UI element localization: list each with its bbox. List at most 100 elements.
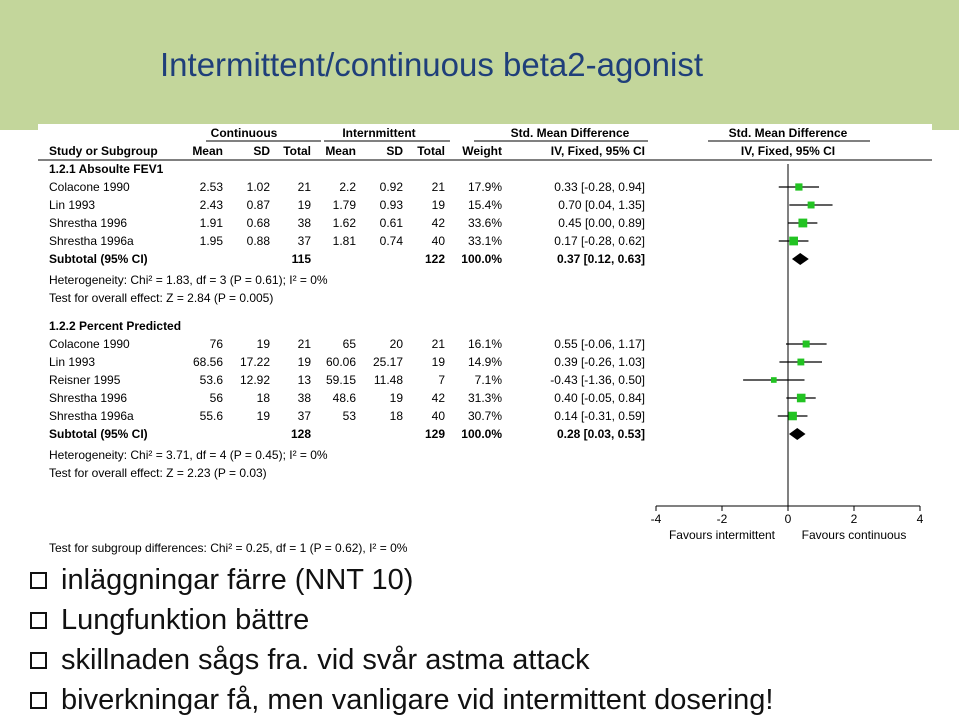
cell-sd-intermittent: 25.17 <box>373 355 403 369</box>
cell-weight: 14.9% <box>468 355 502 369</box>
header-intermittent: Internmittent <box>342 126 415 140</box>
col-sd-header: SD <box>386 144 403 158</box>
cell-mean-intermittent: 60.06 <box>326 355 356 369</box>
subtotal-weight: 100.0% <box>461 427 502 441</box>
cell-sd-intermittent: 0.92 <box>380 180 404 194</box>
study-name: Colacone 1990 <box>49 337 130 351</box>
col-mean-header: Mean <box>325 144 356 158</box>
cell-total-continuous: 37 <box>298 409 312 423</box>
cell-total-continuous: 38 <box>298 216 312 230</box>
study-estimate-marker <box>796 393 806 403</box>
subgroup-title: 1.2.2 Percent Predicted <box>49 319 181 333</box>
cell-mean-continuous: 68.56 <box>193 355 223 369</box>
bullet-text: inläggningar färre (NNT 10) <box>61 563 414 596</box>
bullet-text: biverkningar få, men vanligare vid inter… <box>61 683 774 716</box>
cell-ci: 0.17 [-0.28, 0.62] <box>554 234 645 248</box>
cell-mean-intermittent: 1.81 <box>333 234 357 248</box>
bullet-text: skillnaden sågs fra. vid svår astma atta… <box>61 643 590 676</box>
cell-sd-continuous: 0.88 <box>247 234 271 248</box>
col-mean-header: Mean <box>192 144 223 158</box>
cell-total-intermittent: 19 <box>432 198 446 212</box>
cell-mean-continuous: 76 <box>210 337 224 351</box>
cell-ci: 0.33 [-0.28, 0.94] <box>554 180 645 194</box>
forest-plot-svg: Continuous Internmittent Std. Mean Differe… <box>38 126 932 555</box>
x-tick-label: 2 <box>851 512 858 526</box>
subgroup-title: 1.2.1 Absoulte FEV1 <box>49 162 164 176</box>
cell-mean-continuous: 55.6 <box>200 409 224 423</box>
cell-mean-intermittent: 1.62 <box>333 216 357 230</box>
cell-ci: 0.45 [0.00, 0.89] <box>558 216 645 230</box>
cell-weight: 7.1% <box>475 373 503 387</box>
cell-ci: 0.14 [-0.31, 0.59] <box>554 409 645 423</box>
study-name: Shrestha 1996 <box>49 216 127 230</box>
cell-total-continuous: 38 <box>298 391 312 405</box>
favours-intermittent-label: Favours intermittent <box>669 528 776 542</box>
header-std-mean-difference-plot: Std. Mean Difference <box>729 126 848 140</box>
subtotal-total-continuous: 128 <box>291 427 311 441</box>
col-total-header: Total <box>283 144 311 158</box>
cell-mean-intermittent: 1.79 <box>333 198 357 212</box>
subtotal-diamond <box>791 253 809 265</box>
subtotal-total-intermittent: 122 <box>425 252 445 266</box>
study-estimate-marker <box>788 411 797 421</box>
cell-total-continuous: 13 <box>298 373 312 387</box>
cell-mean-intermittent: 2.2 <box>339 180 356 194</box>
col-study-header: Study or Subgroup <box>49 144 158 158</box>
cell-total-continuous: 21 <box>298 337 312 351</box>
cell-sd-intermittent: 20 <box>390 337 404 351</box>
cell-mean-intermittent: 65 <box>343 337 357 351</box>
study-estimate-marker <box>802 340 810 348</box>
study-estimate-marker <box>798 218 808 228</box>
cell-mean-intermittent: 53 <box>343 409 357 423</box>
cell-mean-continuous: 1.95 <box>200 234 224 248</box>
cell-sd-continuous: 17.22 <box>240 355 270 369</box>
cell-sd-intermittent: 0.74 <box>380 234 404 248</box>
cell-weight: 16.1% <box>468 337 502 351</box>
col-weight-header: Weight <box>462 144 502 158</box>
cell-weight: 33.1% <box>468 234 502 248</box>
heterogeneity-text: Heterogeneity: Chi² = 1.83, df = 3 (P = … <box>49 273 328 287</box>
heterogeneity-text: Heterogeneity: Chi² = 3.71, df = 4 (P = … <box>49 448 328 462</box>
study-estimate-marker <box>770 377 777 383</box>
cell-ci: 0.40 [-0.05, 0.84] <box>554 391 645 405</box>
bullet-item: biverkningar få, men vanligare vid inter… <box>30 680 950 720</box>
cell-weight: 17.9% <box>468 180 502 194</box>
cell-ci: 0.55 [-0.06, 1.17] <box>554 337 645 351</box>
cell-weight: 31.3% <box>468 391 502 405</box>
checkbox-bullet-icon <box>30 691 47 709</box>
subtotal-label: Subtotal (95% CI) <box>49 427 148 441</box>
cell-weight: 33.6% <box>468 216 502 230</box>
cell-total-continuous: 21 <box>298 180 312 194</box>
bullet-list: inläggningar färre (NNT 10) Lungfunktion… <box>30 560 950 720</box>
study-name: Reisner 1995 <box>49 373 121 387</box>
subtotal-weight: 100.0% <box>461 252 502 266</box>
checkbox-bullet-icon <box>30 651 47 669</box>
cell-ci: -0.43 [-1.36, 0.50] <box>550 373 645 387</box>
cell-sd-intermittent: 18 <box>390 409 404 423</box>
subtotal-label: Subtotal (95% CI) <box>49 252 148 266</box>
cell-weight: 30.7% <box>468 409 502 423</box>
cell-sd-continuous: 19 <box>257 409 271 423</box>
overall-effect-text: Test for overall effect: Z = 2.23 (P = 0… <box>49 466 267 480</box>
cell-total-continuous: 19 <box>298 198 312 212</box>
forest-plot: Continuous Internmittent Std. Mean Differe… <box>38 124 932 556</box>
study-name: Shrestha 1996a <box>49 409 134 423</box>
subtotal-total-intermittent: 129 <box>425 427 445 441</box>
cell-total-intermittent: 40 <box>432 409 446 423</box>
cell-total-intermittent: 42 <box>432 216 446 230</box>
slide-title: Intermittent/continuous beta2-agonist <box>160 46 704 83</box>
col-sd-header: SD <box>253 144 270 158</box>
cell-total-intermittent: 40 <box>432 234 446 248</box>
cell-sd-intermittent: 0.93 <box>380 198 404 212</box>
cell-mean-continuous: 2.43 <box>200 198 224 212</box>
title-banner <box>0 0 959 130</box>
header-continuous: Continuous <box>211 126 278 140</box>
cell-mean-intermittent: 48.6 <box>333 391 357 405</box>
subtotal-ci: 0.28 [0.03, 0.53] <box>557 427 645 441</box>
checkbox-bullet-icon <box>30 611 47 629</box>
cell-total-intermittent: 42 <box>432 391 446 405</box>
col-ci-header: IV, Fixed, 95% CI <box>551 144 645 158</box>
study-name: Colacone 1990 <box>49 180 130 194</box>
cell-total-intermittent: 7 <box>438 373 445 387</box>
study-estimate-marker <box>795 183 803 191</box>
